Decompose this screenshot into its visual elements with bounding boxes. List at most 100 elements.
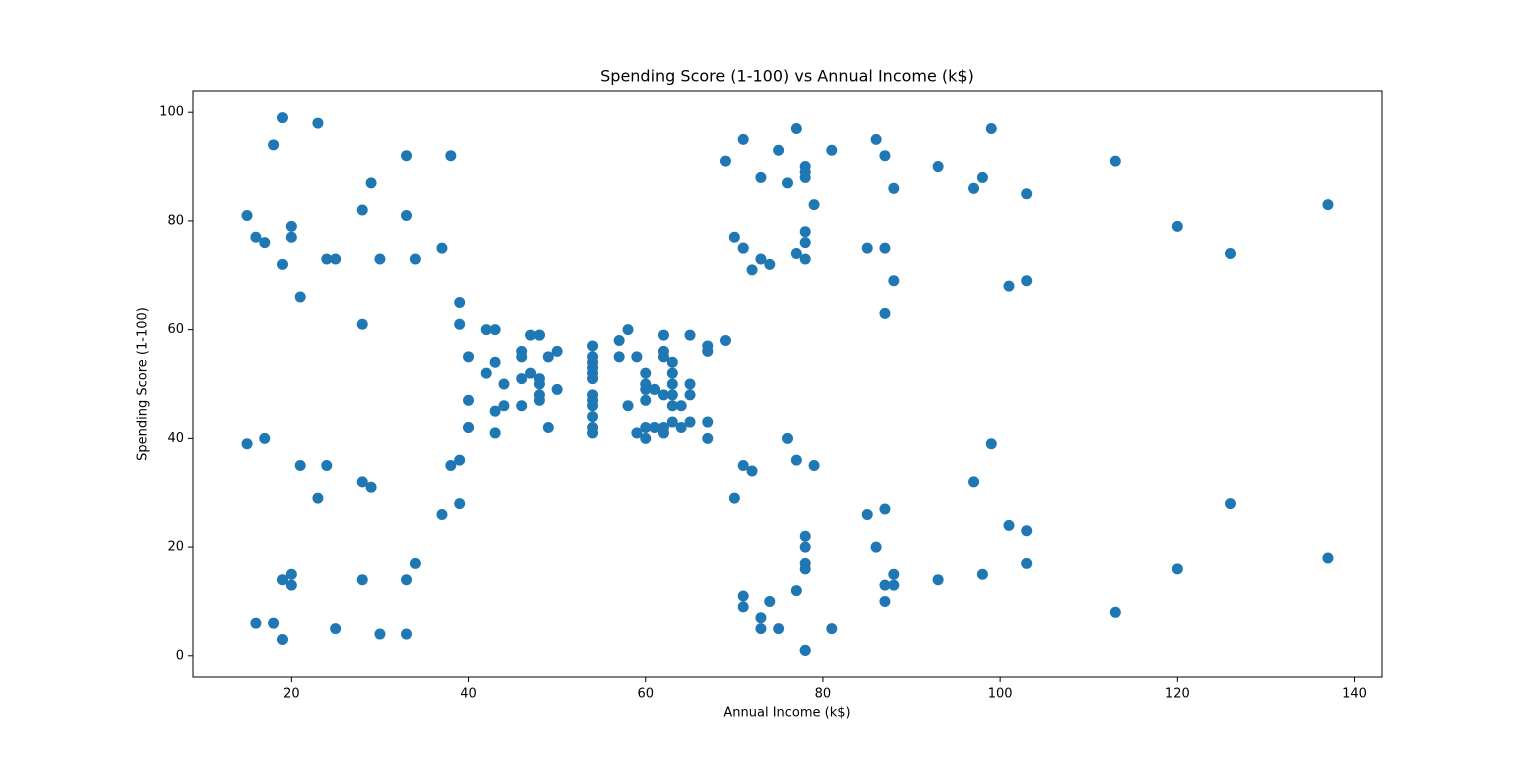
point: [401, 574, 413, 586]
point: [587, 411, 599, 423]
x-tick-label: 120: [1165, 687, 1190, 702]
point: [374, 628, 386, 640]
point: [409, 557, 421, 569]
point: [737, 133, 749, 145]
point: [755, 612, 767, 624]
point: [401, 150, 413, 162]
point: [312, 117, 324, 129]
point: [968, 182, 980, 194]
point: [445, 460, 457, 472]
point: [312, 492, 324, 504]
x-tick-label: 80: [815, 687, 832, 702]
point: [268, 617, 280, 629]
point: [356, 574, 368, 586]
point: [649, 421, 661, 433]
point: [976, 568, 988, 580]
point: [551, 345, 563, 357]
point: [374, 253, 386, 265]
point: [551, 383, 563, 395]
point: [799, 253, 811, 265]
point: [285, 579, 297, 591]
y-tick-label: 100: [159, 105, 184, 120]
point: [666, 416, 678, 428]
point: [1322, 552, 1334, 564]
point: [968, 476, 980, 488]
point: [755, 171, 767, 183]
point: [250, 231, 262, 243]
x-tick-label: 140: [1342, 687, 1367, 702]
point: [728, 492, 740, 504]
point: [480, 324, 492, 336]
point: [799, 237, 811, 249]
point: [241, 209, 253, 221]
point: [445, 150, 457, 162]
point: [799, 644, 811, 656]
point: [799, 166, 811, 178]
point: [587, 373, 599, 385]
point: [525, 367, 537, 379]
point: [516, 351, 528, 363]
point: [657, 329, 669, 341]
point: [879, 503, 891, 515]
y-tick-label: 20: [167, 540, 184, 555]
point: [782, 177, 793, 189]
point: [276, 112, 288, 124]
point: [861, 242, 873, 254]
point: [285, 231, 297, 243]
point: [985, 123, 997, 135]
point: [728, 231, 740, 243]
point: [755, 623, 767, 635]
point: [294, 460, 306, 472]
point: [799, 563, 811, 575]
point: [782, 432, 793, 444]
point: [356, 204, 368, 216]
point: [587, 351, 599, 363]
point: [498, 400, 510, 412]
point: [649, 383, 661, 395]
point: [764, 258, 776, 270]
point: [1171, 220, 1183, 232]
point: [675, 421, 687, 433]
point: [1224, 498, 1236, 510]
point: [454, 498, 466, 510]
point: [684, 416, 696, 428]
point: [533, 394, 545, 406]
point: [879, 150, 891, 162]
point: [790, 123, 802, 135]
point: [1003, 519, 1015, 531]
point: [790, 248, 802, 260]
point: [640, 394, 652, 406]
point: [356, 318, 368, 330]
chart-title: Spending Score (1-100) vs Annual Income …: [600, 67, 974, 86]
point: [1021, 525, 1033, 537]
point: [666, 367, 678, 379]
point: [640, 421, 652, 433]
point: [436, 242, 448, 254]
point: [489, 356, 501, 368]
point: [631, 351, 643, 363]
x-tick-label: 40: [460, 687, 477, 702]
point: [1171, 563, 1183, 575]
point: [861, 508, 873, 520]
point: [976, 171, 988, 183]
point: [454, 318, 466, 330]
point: [330, 253, 342, 265]
point: [276, 574, 288, 586]
point: [808, 199, 820, 211]
point: [799, 226, 811, 238]
point: [587, 389, 599, 401]
point: [755, 253, 767, 265]
point: [888, 182, 900, 194]
point: [533, 378, 545, 390]
y-axis-label: Spending Score (1-100): [136, 307, 151, 461]
point: [879, 579, 891, 591]
point: [1109, 155, 1121, 167]
point: [675, 400, 687, 412]
point: [259, 432, 271, 444]
point: [773, 144, 785, 156]
point: [250, 617, 262, 629]
point: [702, 416, 714, 428]
point: [666, 378, 678, 390]
point: [365, 177, 377, 189]
point: [657, 421, 669, 433]
